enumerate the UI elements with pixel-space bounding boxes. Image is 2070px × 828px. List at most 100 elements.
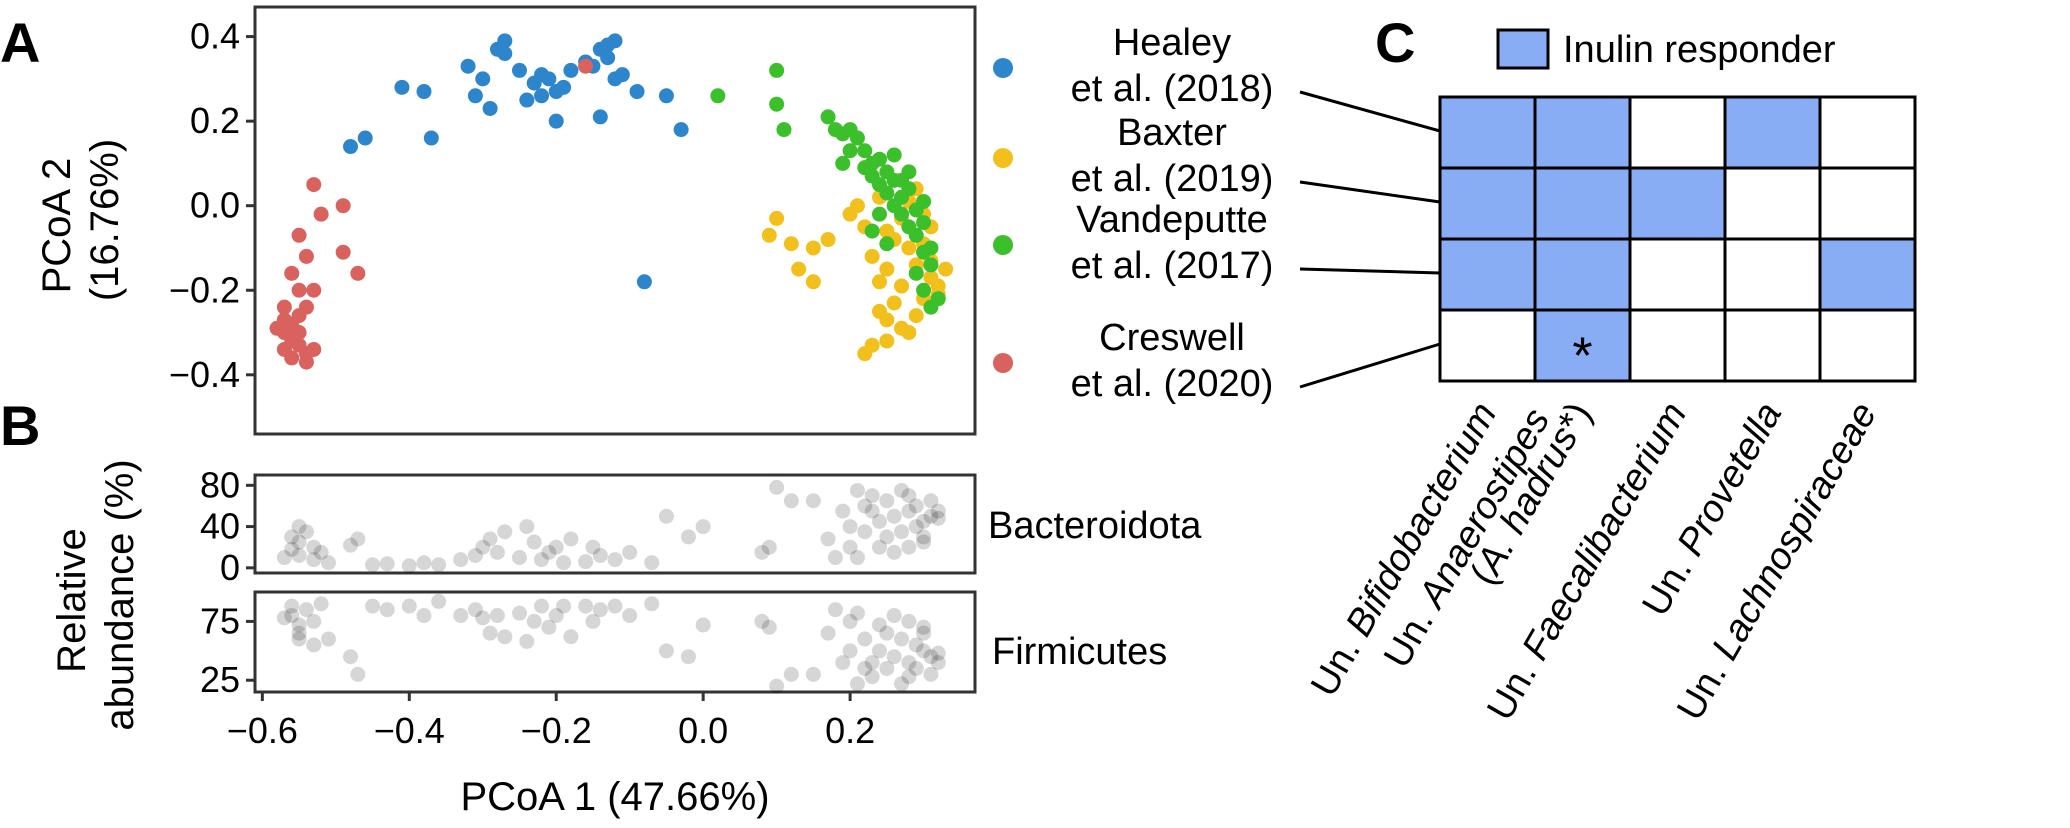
pcoa-point-healey — [563, 62, 579, 78]
pcoa-point-creswell — [284, 265, 300, 281]
pcoa-point-healey — [416, 84, 432, 100]
pcoa-point-healey — [423, 130, 439, 146]
abundance-point-bacteroidota — [644, 555, 660, 571]
pcoa-point-healey — [534, 88, 550, 104]
abundance-point-bacteroidota — [320, 555, 336, 571]
abundance-point-bacteroidota — [541, 544, 557, 560]
abundance-point-bacteroidota — [864, 503, 880, 519]
abundance-point-bacteroidota — [658, 508, 674, 524]
abundance-point-firmicutes — [849, 676, 865, 692]
abundance-point-firmicutes — [313, 596, 329, 612]
pcoa-point-vandeputte — [849, 130, 865, 146]
abundance-point-bacteroidota — [592, 547, 608, 563]
heatmap-cell-empty — [1628, 308, 1727, 383]
abundance-point-firmicutes — [489, 608, 505, 624]
abundance-point-firmicutes — [401, 598, 417, 614]
pcoa-point-creswell — [276, 299, 292, 315]
pcoa-point-healey — [541, 71, 557, 87]
pcoa-point-healey — [511, 62, 527, 78]
legend-key-healey — [993, 58, 1013, 78]
pcoa-point-vandeputte — [886, 147, 902, 163]
abundance-point-bacteroidota — [901, 488, 917, 504]
heatmap-cell-empty — [1818, 166, 1917, 241]
abundance-point-bacteroidota — [894, 482, 910, 498]
abundance-point-bacteroidota — [622, 544, 638, 560]
pcoa-point-vandeputte — [820, 109, 836, 125]
abundance-point-bacteroidota — [519, 519, 535, 535]
abundance-point-firmicutes — [916, 625, 932, 641]
legend-label-vandeputte: Vandeputte et al. (2017) — [1071, 199, 1274, 287]
abundance-tick-label-bacteroidota: 80 — [200, 464, 240, 505]
abundance-point-firmicutes — [578, 598, 594, 614]
abundance-point-firmicutes — [585, 613, 601, 629]
abundance-point-firmicutes — [916, 643, 932, 659]
pcoa-point-creswell — [306, 341, 322, 357]
abundance-point-bacteroidota — [916, 513, 932, 529]
abundance-point-firmicutes — [901, 613, 917, 629]
abundance-point-bacteroidota — [864, 488, 880, 504]
abundance-point-bacteroidota — [930, 510, 946, 526]
abundance-point-firmicutes — [284, 608, 300, 624]
abundance-point-firmicutes — [556, 598, 572, 614]
pcoa-point-creswell — [306, 282, 322, 298]
legend-key-baxter — [993, 148, 1013, 168]
abundance-point-firmicutes — [857, 631, 873, 647]
abundance-point-firmicutes — [923, 666, 939, 682]
pcoa-point-healey — [394, 79, 410, 95]
pcoa-point-vandeputte — [916, 215, 932, 231]
pcoa-point-baxter — [783, 236, 799, 252]
abundance-point-firmicutes — [908, 637, 924, 653]
abundance-point-bacteroidota — [431, 557, 447, 573]
pcoa1-tick-label: −0.2 — [521, 710, 592, 751]
abundance-point-firmicutes — [930, 645, 946, 661]
abundance-point-bacteroidota — [467, 547, 483, 563]
abundance-point-bacteroidota — [548, 539, 564, 555]
abundance-point-bacteroidota — [805, 493, 821, 509]
pcoa-point-baxter — [908, 308, 924, 324]
pcoa1-axis-title: PCoA 1 (47.66%) — [460, 775, 769, 819]
abundance-point-firmicutes — [467, 602, 483, 618]
pcoa-point-baxter — [871, 274, 887, 290]
abundance-point-firmicutes — [276, 610, 292, 626]
pcoa-point-baxter — [879, 261, 895, 277]
abundance-tick-label-firmicutes: 75 — [200, 600, 240, 641]
heatmap-cell-mark: * — [1572, 328, 1592, 386]
abundance-point-bacteroidota — [343, 537, 359, 553]
pcoa2-axis-title-line2: (16.76%) — [83, 139, 127, 301]
abundance-point-firmicutes — [769, 678, 785, 694]
abundance-point-firmicutes — [511, 605, 527, 621]
abundance-point-bacteroidota — [842, 519, 858, 535]
abundance-point-firmicutes — [563, 629, 579, 645]
pcoa-point-creswell — [291, 227, 307, 243]
heatmap-cell-responder — [1628, 166, 1727, 241]
firmicutes-plot-frame — [253, 590, 977, 694]
pcoa1-tick-label: 0.0 — [678, 710, 728, 751]
abundance-point-bacteroidota — [916, 529, 932, 545]
pcoa-point-healey — [497, 33, 513, 49]
abundance-axis-title-line2: abundance (%) — [98, 459, 142, 730]
pcoa-point-vandeputte — [908, 227, 924, 243]
pcoa-point-baxter — [879, 333, 895, 349]
abundance-point-firmicutes — [820, 625, 836, 641]
pcoa2-tick-label: −0.4 — [169, 354, 240, 395]
pcoa-point-vandeputte — [908, 265, 924, 281]
abundance-point-firmicutes — [783, 666, 799, 682]
heatmap-cell-responder — [1438, 95, 1537, 170]
pcoa-point-group — [269, 33, 954, 370]
pcoa-point-vandeputte — [842, 143, 858, 159]
abundance-point-bacteroidota — [379, 556, 395, 572]
abundance-point-bacteroidota — [894, 524, 910, 540]
pcoa-point-baxter — [791, 261, 807, 277]
pcoa-point-vandeputte — [894, 206, 910, 222]
abundance-point-bacteroidota — [761, 539, 777, 555]
abundance-point-firmicutes — [827, 602, 843, 618]
abundance-point-firmicutes — [871, 643, 887, 659]
abundance-point-group — [276, 479, 946, 694]
abundance-point-firmicutes — [923, 649, 939, 665]
abundance-point-bacteroidota — [842, 539, 858, 555]
pcoa-point-vandeputte — [923, 257, 939, 273]
abundance-point-firmicutes — [754, 613, 770, 629]
